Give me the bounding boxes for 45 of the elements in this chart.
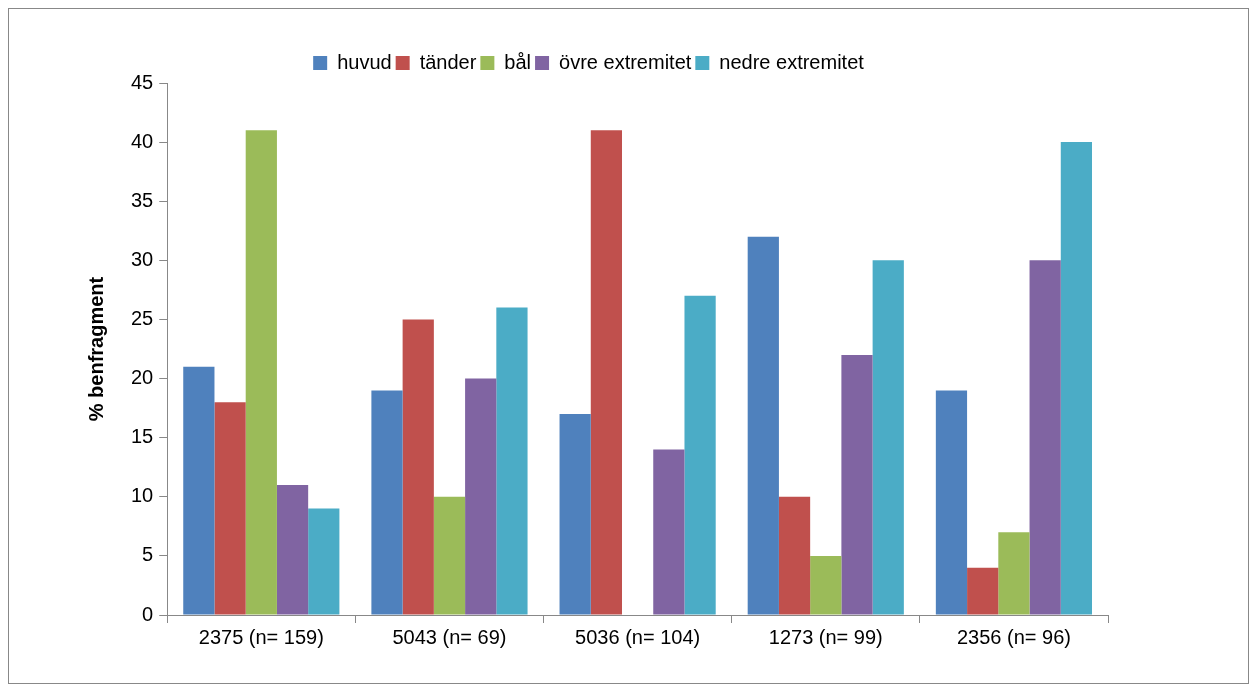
bar (1060, 142, 1093, 615)
legend-label: nedre extremitet (719, 50, 865, 73)
legend-label: bål (504, 50, 532, 73)
bar (810, 555, 842, 615)
y-tick-label: 35 (131, 188, 154, 211)
x-tick-label: 1273 (n= 99) (768, 625, 883, 648)
y-axis-title: % benfragment (84, 276, 107, 422)
legend-label: tänder (419, 50, 477, 73)
bar (559, 414, 591, 615)
legend-label: huvud (337, 50, 392, 73)
bar (778, 496, 811, 615)
bar (402, 319, 434, 615)
x-tick-label: 2356 (n= 96) (956, 625, 1071, 648)
bar (967, 567, 999, 615)
bar (935, 390, 968, 615)
bar (872, 260, 904, 615)
legend-label: övre extremitet (559, 50, 692, 73)
y-tick-label: 45 (131, 70, 154, 93)
bar (684, 295, 716, 615)
y-tick-label: 25 (131, 306, 154, 329)
y-tick-label: 20 (131, 366, 154, 389)
bar (841, 354, 873, 615)
y-tick-label: 30 (131, 247, 154, 270)
bar (747, 236, 779, 615)
y-tick-label: 5 (142, 543, 154, 566)
bar (433, 496, 466, 615)
bar (1029, 260, 1061, 615)
bar (214, 402, 246, 615)
bar (371, 390, 403, 615)
x-tick-label: 5043 (n= 69) (392, 625, 507, 648)
bar (245, 130, 277, 615)
bar (653, 449, 685, 615)
y-tick-label: 40 (131, 129, 154, 152)
x-tick-label: 2375 (n= 159) (198, 625, 324, 648)
y-tick-label: 10 (131, 484, 154, 507)
x-tick-label: 5036 (n= 104) (575, 625, 701, 648)
bar (590, 130, 623, 615)
bar (276, 484, 309, 615)
bar (465, 378, 497, 615)
bar (308, 508, 340, 615)
y-tick-label: 15 (131, 425, 154, 448)
bar (183, 366, 215, 615)
bar (998, 532, 1030, 615)
bar (496, 307, 528, 615)
y-tick-label: 0 (142, 602, 154, 625)
